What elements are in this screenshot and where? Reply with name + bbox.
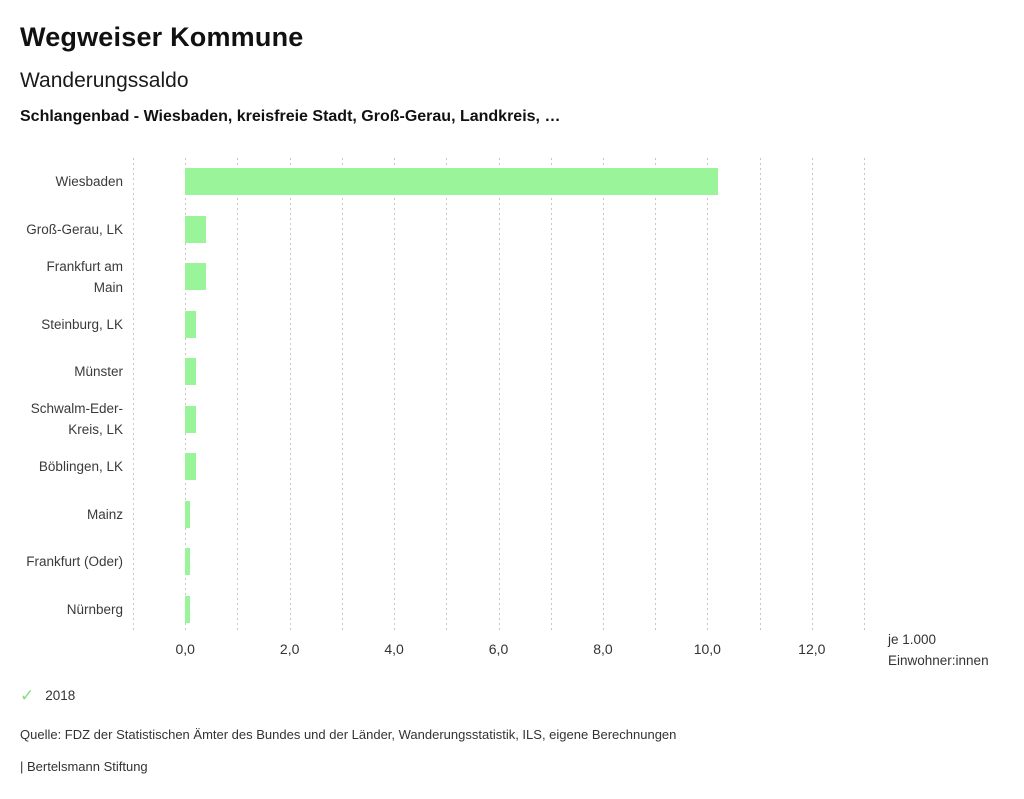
category-label: Frankfurt (Oder) <box>26 554 123 570</box>
legend-item-2018[interactable]: ✓ 2018 <box>20 687 75 704</box>
plot-area <box>133 158 865 633</box>
gridline <box>759 158 761 633</box>
x-tick-label: 2,0 <box>279 641 300 657</box>
x-tick-label: 4,0 <box>384 641 404 657</box>
category-label: Nürnberg <box>66 601 123 617</box>
bar-schwalm-eder-kreis-lk[interactable] <box>185 405 196 433</box>
gridline <box>394 158 396 633</box>
bar-chart: Wiesbaden Groß-Gerau, LK Frankfurt am Main… <box>0 158 1024 633</box>
gridline <box>550 158 552 633</box>
gridline <box>655 158 657 633</box>
category-label: Steinburg, LK <box>41 316 123 332</box>
category-labels: Wiesbaden Groß-Gerau, LK Frankfurt am Main… <box>25 158 123 633</box>
category-label: Wiesbaden <box>55 174 123 190</box>
gridline <box>133 158 134 633</box>
x-axis-ticks: 0,0 2,0 4,0 6,0 8,0 10,0 12,0 <box>133 641 864 659</box>
gridline <box>185 158 187 633</box>
bar-groß-gerau-lk[interactable] <box>185 215 207 243</box>
source-note: Quelle: FDZ der Statistischen Ämter des … <box>20 727 677 742</box>
gridline <box>707 158 709 633</box>
bar-frankfurt-am-main[interactable] <box>185 263 207 291</box>
check-icon: ✓ <box>20 686 35 705</box>
bar-wiesbaden[interactable] <box>185 168 718 196</box>
gridline <box>864 158 865 633</box>
category-label: Böblingen, LK <box>38 459 123 475</box>
x-tick-label: 0,0 <box>175 641 195 657</box>
gridline <box>289 158 291 633</box>
category-label: Mainz <box>86 506 123 522</box>
x-tick-label: 10,0 <box>693 641 721 657</box>
page-title: Wegweiser Kommune <box>20 22 304 52</box>
chart-title: Wanderungssaldo <box>20 69 189 92</box>
gridline <box>811 158 813 633</box>
x-tick-label: 6,0 <box>488 641 509 657</box>
category-label: Schwalm-Eder-Kreis, LK <box>30 401 123 438</box>
bar-mainz[interactable] <box>185 500 191 528</box>
header: Wegweiser Kommune Wanderungssaldo Schlan… <box>20 22 1000 126</box>
x-axis-unit-label: je 1.000 Einwohner:innen <box>888 632 989 668</box>
gridline <box>602 158 604 633</box>
branding-note: | Bertelsmann Stiftung <box>20 759 148 774</box>
gridline <box>237 158 239 633</box>
x-tick-label: 8,0 <box>593 641 613 657</box>
bar-böblingen-lk[interactable] <box>185 453 196 481</box>
bar-frankfurt-oder-[interactable] <box>185 548 191 576</box>
gridline <box>341 158 343 633</box>
bar-steinburg-lk[interactable] <box>185 310 196 338</box>
region-selection: Schlangenbad - Wiesbaden, kreisfreie Sta… <box>20 108 561 125</box>
legend-year-label: 2018 <box>45 688 76 703</box>
category-label: Groß-Gerau, LK <box>26 221 123 237</box>
bar-münster[interactable] <box>185 358 196 386</box>
bar-nürnberg[interactable] <box>185 595 191 623</box>
category-label: Frankfurt am Main <box>46 258 123 295</box>
category-label: Münster <box>74 364 123 380</box>
gridline <box>498 158 500 633</box>
x-tick-label: 12,0 <box>798 641 826 657</box>
gridline <box>446 158 448 633</box>
